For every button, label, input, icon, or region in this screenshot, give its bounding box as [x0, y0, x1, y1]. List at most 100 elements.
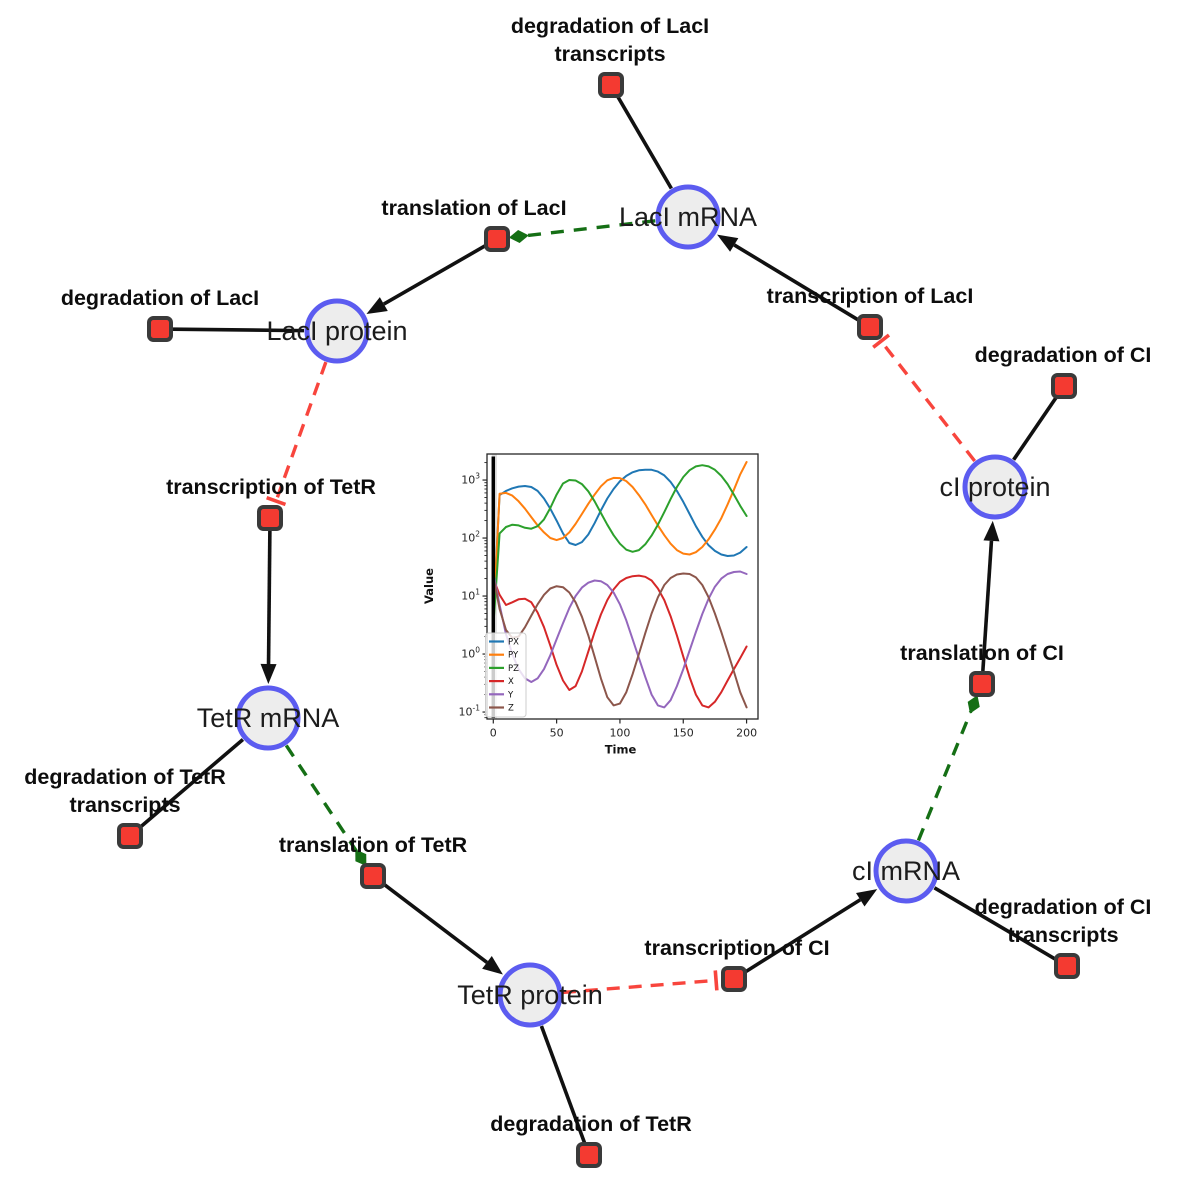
x-tick-label: 50	[550, 727, 564, 740]
inhibition-line	[275, 361, 328, 498]
series-line-Y	[492, 570, 748, 709]
reaction-label: degradation of LacI	[511, 14, 709, 38]
reaction-node-transc-tetr[interactable]	[257, 505, 283, 531]
series-line-PY	[492, 461, 748, 621]
y-tick-label: 103	[461, 471, 480, 487]
production-line	[382, 882, 489, 964]
diamond-arrowhead-icon	[508, 230, 529, 243]
arrowhead-icon	[366, 297, 388, 315]
x-tick-label: 150	[673, 727, 694, 740]
edges-layer	[138, 95, 1059, 1144]
species-node-tetr-mrna[interactable]	[235, 685, 301, 751]
reaction-node-transl-ci[interactable]	[969, 671, 995, 697]
consumption-line	[1012, 395, 1059, 461]
chart-legend: PX PY PZ XYZ	[485, 632, 527, 718]
species-label: TetR protein	[457, 980, 603, 1010]
legend-item-label: PX	[508, 638, 519, 648]
species-label: cI protein	[939, 472, 1050, 502]
edge-tetr-protein-to-deg-tetr	[539, 1025, 587, 1144]
legend-item-PX: PX	[489, 638, 519, 648]
species-node-ci-protein[interactable]	[962, 454, 1028, 520]
diamond-arrowhead-icon	[967, 695, 980, 714]
edge-ci-mrna-to-deg-transcripts	[933, 886, 1057, 961]
species-node-laci-protein[interactable]	[304, 298, 370, 364]
reaction-label: translation of CI	[900, 641, 1064, 665]
arrowhead-icon	[983, 520, 1000, 542]
species-label: LacI mRNA	[619, 202, 757, 232]
edge-laci-protein-to-deg-laci	[172, 327, 305, 333]
x-axis-label: Time	[605, 743, 637, 757]
reaction-label: transcripts	[69, 793, 180, 817]
production-line	[981, 540, 994, 672]
reaction-node-deg-tetr[interactable]	[576, 1142, 602, 1168]
reaction-label: transcription of LacI	[767, 284, 974, 308]
plot-frame	[486, 453, 759, 720]
legend-box	[485, 632, 527, 718]
reaction-node-transl-laci[interactable]	[484, 226, 510, 252]
consumption-line	[138, 738, 245, 829]
consumption-line	[933, 886, 1057, 961]
inhibitor-bar-icon	[266, 495, 287, 507]
arrowhead-icon	[856, 889, 878, 907]
edge-laci-mrna-to-transl-laci	[508, 219, 656, 243]
arrowhead-icon	[260, 663, 277, 685]
y-tick-label: 10-1	[459, 703, 481, 719]
species-node-tetr-protein[interactable]	[497, 962, 563, 1028]
reaction-node-deg-ci-tx[interactable]	[1054, 953, 1080, 979]
edge-transl-tetr-to-tetr-protein	[382, 882, 503, 975]
reaction-label: translation of TetR	[279, 833, 468, 857]
reaction-node-transc-laci[interactable]	[857, 314, 883, 340]
species-node-laci-mrna[interactable]	[655, 184, 721, 250]
production-line	[733, 243, 860, 322]
series-line-PZ	[492, 464, 748, 628]
species-label: cI mRNA	[852, 856, 960, 886]
edge-laci-mrna-to-deg-transcripts	[615, 95, 673, 190]
reaction-node-transl-tetr[interactable]	[360, 863, 386, 889]
y-tick-label: 100	[461, 645, 480, 661]
x-tick-label: 0	[490, 727, 497, 740]
nodes-layer	[117, 72, 1080, 1168]
reaction-label: transcripts	[554, 42, 665, 66]
species-label: LacI protein	[266, 316, 407, 346]
reaction-node-deg-tetr-tx[interactable]	[117, 823, 143, 849]
species-label: TetR mRNA	[197, 703, 340, 733]
series-line-Z	[492, 572, 748, 709]
production-line	[744, 898, 862, 974]
reaction-label: degradation of LacI	[61, 286, 259, 310]
legend-item-Z: Z	[489, 704, 514, 714]
species-node-ci-mrna[interactable]	[873, 838, 939, 904]
edge-transc-tetr-to-tetr-mrna	[260, 530, 277, 685]
reaction-node-deg-laci[interactable]	[147, 316, 173, 342]
reaction-node-deg-laci-tx[interactable]	[598, 72, 624, 98]
legend-item-label: X	[508, 677, 514, 687]
edge-laci-protein-to-transc-tetr	[266, 361, 328, 507]
edge-tetr-protein-to-transc-ci	[562, 970, 719, 995]
inhibitor-bar-icon	[872, 333, 891, 349]
edge-ci-mrna-to-transl-ci	[916, 695, 980, 842]
consumption-line	[539, 1025, 587, 1144]
arrowhead-icon	[482, 956, 503, 975]
y-tick-label: 102	[461, 529, 480, 545]
legend-item-Y: Y	[489, 690, 514, 700]
labels-layer: degradation of LacI transcripts translatio…	[24, 14, 1151, 1136]
consumption-line	[615, 95, 673, 190]
inhibitor-bar-icon	[713, 970, 719, 991]
legend-item-label: PZ	[508, 664, 519, 674]
reaction-label: transcripts	[1007, 923, 1118, 947]
reaction-node-deg-ci[interactable]	[1051, 373, 1077, 399]
edge-transc-ci-to-ci-mrna	[744, 889, 878, 974]
reaction-label: degradation of CI	[975, 343, 1152, 367]
reaction-label: degradation of TetR	[24, 765, 226, 789]
reaction-label: transcription of TetR	[166, 475, 376, 499]
inhibition-line	[562, 979, 713, 995]
edge-tetr-mrna-to-deg-transcripts	[138, 738, 245, 829]
x-tick-label: 200	[736, 727, 757, 740]
simulation-plot: 0 50 100 150 20010-1100101102103TimeValuePXP…	[422, 453, 759, 757]
reaction-label: degradation of TetR	[490, 1112, 692, 1136]
y-axis-label: Value	[422, 568, 436, 604]
reaction-node-transc-ci[interactable]	[721, 966, 747, 992]
reaction-label: transcription of CI	[644, 936, 829, 960]
legend-item-label: Z	[508, 704, 514, 714]
